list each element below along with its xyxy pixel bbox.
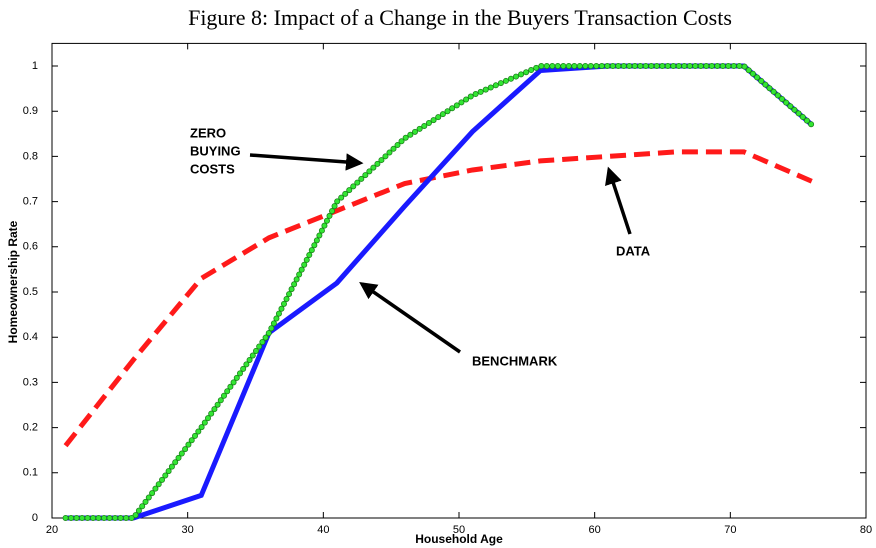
x-tick-label: 50 <box>453 524 465 536</box>
y-tick-label: 0.3 <box>23 376 38 388</box>
x-tick-label: 70 <box>724 524 736 536</box>
x-tick-label: 30 <box>182 524 194 536</box>
annotation: DATA <box>616 243 651 258</box>
annotation: COSTS <box>190 161 235 176</box>
arrow <box>359 282 461 354</box>
series-line-outline <box>62 63 815 521</box>
y-tick-label: 0.6 <box>23 241 38 253</box>
plot-frame <box>51 42 867 519</box>
y-tick-label: 0.9 <box>23 105 38 117</box>
x-tick-label: 60 <box>589 524 601 536</box>
annotation: BENCHMARK <box>472 353 558 368</box>
y-tick-label: 0.5 <box>23 286 38 298</box>
arrow <box>605 166 632 235</box>
chart-title: Figure 8: Impact of a Change in the Buye… <box>188 5 732 30</box>
series-line <box>63 149 813 448</box>
x-axis-label: Household Age <box>415 532 503 546</box>
y-tick-label: 0.1 <box>23 467 38 479</box>
series-line <box>63 63 814 521</box>
x-tick-label: 20 <box>46 524 58 536</box>
series-line <box>65 63 814 521</box>
annotation: BUYING <box>190 143 241 158</box>
y-tick-label: 1 <box>32 60 38 72</box>
y-tick-label: 0.2 <box>23 422 38 434</box>
y-tick-label: 0.8 <box>23 150 38 162</box>
x-tick-label: 40 <box>317 524 329 536</box>
arrow <box>249 153 364 171</box>
y-tick-label: 0 <box>32 512 38 524</box>
annotation: ZERO <box>190 125 226 140</box>
x-tick-label: 80 <box>860 524 872 536</box>
y-tick-label: 0.4 <box>23 331 38 343</box>
y-tick-label: 0.7 <box>23 196 38 208</box>
y-axis-label: Homeownership Rate <box>6 220 20 343</box>
